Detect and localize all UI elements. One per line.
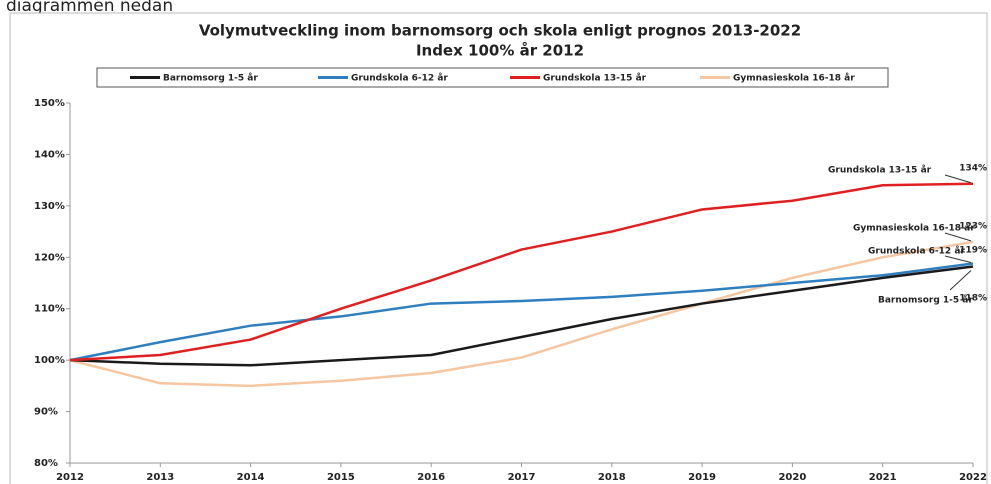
caption: diagrammen nedan [6,0,173,16]
series-line [69,240,974,388]
annotation-arrow [944,255,972,263]
annotation: Gymnasieskola 16-18 år [853,223,975,234]
y-tick-label: 90% [34,407,58,418]
x-tick-label: 2014 [237,472,265,483]
legend: Barnomsorg 1-5 år Grundskola 6-12 år Grund… [130,73,855,84]
chart-subtitle: Index 100% år 2012 [416,42,584,60]
x-tick-label: 2016 [417,472,445,483]
legend-label: Grundskola 13-15 år [543,73,647,84]
x-tick-label: 2022 [959,472,987,483]
value-label: 119% [959,246,987,256]
series-line [69,262,974,362]
series-line [69,182,974,362]
y-tick-label: 100% [34,355,65,366]
legend-label: Grundskola 6-12 år [351,73,448,84]
y-tick-label: 140% [34,149,65,160]
chart-title: Volymutveckling inom barnomsorg och skol… [199,22,801,40]
x-tick-label: 2017 [508,472,536,483]
legend-label: Barnomsorg 1-5 år [163,73,258,84]
annotation-arrow [944,232,972,242]
annotation: Grundskola 6-12 år [868,246,965,257]
chart-frame [9,12,988,484]
value-label: 134% [959,164,987,174]
annotation: Barnomsorg 1-5 år [878,295,973,306]
plot: 80% 90% 100% 110% 120% 130% 140% 150% 2012 2013 20… [34,98,987,483]
y-tick-label: 110% [34,304,65,315]
y-tick-label: 130% [34,201,65,212]
y-tick-label: 80% [34,458,58,469]
value-label: 118% [959,294,987,304]
annotation-arrow [949,270,972,291]
y-tick-label: 120% [34,252,65,263]
annotation-arrow [944,174,972,184]
x-tick-label: 2012 [56,472,84,483]
x-tick-label: 2021 [869,472,897,483]
annotation: Grundskola 13-15 år [828,165,932,176]
x-tick-label: 2020 [778,472,806,483]
legend-box [96,67,889,88]
y-tick-label: 150% [34,98,65,109]
x-tick-label: 2015 [327,472,355,483]
x-tick-label: 2018 [598,472,626,483]
x-tick-label: 2013 [146,472,174,483]
x-tick-label: 2019 [688,472,716,483]
series-line [69,265,974,367]
value-label: 123% [959,222,987,232]
legend-label: Gymnasieskola 16-18 år [733,73,855,84]
